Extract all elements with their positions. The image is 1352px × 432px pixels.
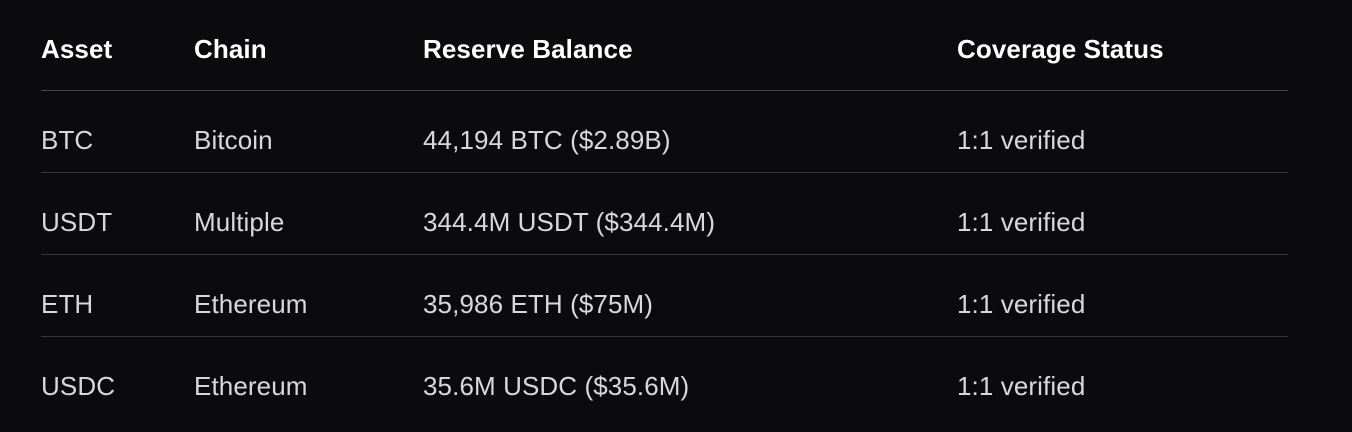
cell-reserve-balance: 35.6M USDC ($35.6M) xyxy=(423,371,690,401)
table-row: BTC Bitcoin 44,194 BTC ($2.89B) 1:1 veri… xyxy=(41,91,1288,173)
cell-asset: BTC xyxy=(41,125,94,155)
table-row: USDT Multiple 344.4M USDT ($344.4M) 1:1 … xyxy=(41,173,1288,255)
cell-coverage-status: 1:1 verified xyxy=(957,125,1086,155)
cell-coverage-status: 1:1 verified xyxy=(957,371,1086,401)
column-header-asset: Asset xyxy=(41,34,113,64)
cell-reserve-balance: 44,194 BTC ($2.89B) xyxy=(423,125,671,155)
cell-chain: Ethereum xyxy=(194,289,308,319)
cell-coverage-status: 1:1 verified xyxy=(957,289,1086,319)
column-header-reserve-balance: Reserve Balance xyxy=(423,34,633,64)
cell-asset: ETH xyxy=(41,289,94,319)
cell-asset: USDC xyxy=(41,371,116,401)
cell-coverage-status: 1:1 verified xyxy=(957,207,1086,237)
table-row: ETH Ethereum 35,986 ETH ($75M) 1:1 verif… xyxy=(41,255,1288,337)
reserves-table: Asset Chain Reserve Balance Coverage Sta… xyxy=(41,0,1288,419)
column-header-chain: Chain xyxy=(194,34,267,64)
cell-reserve-balance: 344.4M USDT ($344.4M) xyxy=(423,207,716,237)
cell-reserve-balance: 35,986 ETH ($75M) xyxy=(423,289,654,319)
cell-chain: Bitcoin xyxy=(194,125,273,155)
cell-chain: Ethereum xyxy=(194,371,308,401)
column-header-coverage-status: Coverage Status xyxy=(957,34,1164,64)
cell-asset: USDT xyxy=(41,207,113,237)
table-header-row: Asset Chain Reserve Balance Coverage Sta… xyxy=(41,0,1288,91)
cell-chain: Multiple xyxy=(194,207,285,237)
table-row: USDC Ethereum 35.6M USDC ($35.6M) 1:1 ve… xyxy=(41,337,1288,419)
